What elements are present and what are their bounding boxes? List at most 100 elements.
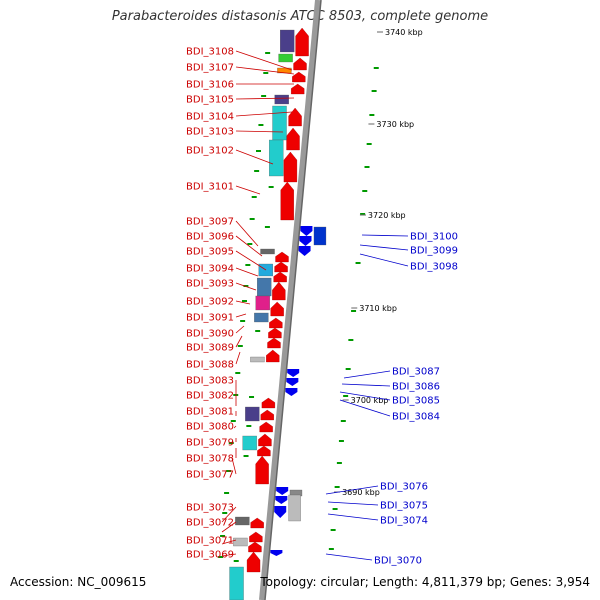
gene-label-left: BDI_3096 [186,232,234,243]
gene-feature-box [255,295,270,311]
reverse-gene-arrow [287,369,300,377]
track-dash [226,470,232,472]
track-dash [330,529,336,531]
accession-text: Accession: NC_009615 [10,575,147,589]
reverse-gene-arrow [274,506,287,518]
gene-feature-box [242,435,257,451]
gene-feature-box [278,53,293,63]
track-dash [233,560,239,562]
track-dash [366,143,372,145]
gene-label-right: BDI_3076 [380,482,428,493]
gene-feature-box [245,406,260,422]
leader-line [235,130,284,133]
track-dash [222,512,228,514]
forward-gene-arrow [286,127,300,151]
reverse-gene-arrow [299,236,312,246]
map-title: Parabacteroides distasonis ATCC 8503, co… [111,9,489,24]
gene-feature-box [280,29,295,53]
reverse-gene-arrow [300,226,313,236]
gene-label-left: BDI_3073 [186,503,234,514]
forward-gene-arrow [246,551,261,573]
track-dash [228,442,234,444]
gene-label-right: BDI_3074 [380,516,428,527]
forward-gene-arrow [269,317,283,329]
leader-line [359,253,409,267]
gene-label-left: BDI_3080 [186,422,234,433]
track-dash [237,345,243,347]
leader-line [327,513,379,521]
track-dash [255,330,261,332]
forward-gene-arrow [291,83,305,95]
forward-gene-arrow [272,281,286,301]
track-dash [336,462,342,464]
forward-gene-arrow [248,541,262,553]
track-dash [218,556,224,558]
gene-label-left: BDI_3083 [186,376,234,387]
gene-label-left: BDI_3101 [186,182,234,193]
track-dash [243,285,249,287]
track-dash [245,264,251,266]
leader-line [339,399,391,417]
leader-line [339,391,391,401]
leader-line [231,457,237,475]
track-dash [249,396,255,398]
gene-label-left: BDI_3082 [186,391,234,402]
leader-line [235,185,261,195]
leader-line [325,485,379,495]
gene-label-right: BDI_3086 [392,382,440,393]
leader-line [235,282,257,291]
track-dash [243,455,249,457]
track-dash [264,226,270,228]
track-dash [251,196,257,198]
reverse-gene-arrow [298,246,311,256]
gene-label-left: BDI_3079 [186,438,234,449]
gene-feature-box [233,537,248,547]
gene-label-left: BDI_3078 [186,454,234,465]
leader-line [235,250,267,271]
gene-label-left: BDI_3102 [186,146,234,157]
gene-label-right: BDI_3100 [410,232,458,243]
leader-line [235,351,241,365]
gene-label-left: BDI_3103 [186,127,234,138]
forward-gene-arrow [267,337,281,349]
ruler-tick-label: 3730 kbp [376,120,414,129]
reverse-gene-arrow [275,496,288,504]
ruler-tick-label: 3720 kbp [368,211,406,220]
track-dash [256,150,261,152]
gene-label-right: BDI_3084 [392,412,440,423]
gene-label-left: BDI_3108 [186,47,234,58]
gene-feature-box [288,494,301,522]
gene-label-left: BDI_3094 [186,264,234,275]
gene-label-left: BDI_3069 [186,550,234,561]
track-dash [246,425,252,427]
leader-line [221,521,237,533]
track-dash [268,186,274,188]
track-dash [355,262,361,264]
gene-feature-box [272,105,287,141]
track-dash [328,548,334,550]
gene-features [229,27,327,600]
gene-label-left: BDI_3092 [186,297,234,308]
leader-line [343,370,391,379]
leader-line [235,220,259,247]
gene-label-left: BDI_3095 [186,247,234,258]
gene-label-left: BDI_3090 [186,329,234,340]
track-dash [369,114,375,116]
genome-backbone [259,0,321,600]
ruler-tick-label: 3740 kbp [385,28,423,37]
track-dash [235,372,241,374]
gene-label-left: BDI_3077 [186,470,234,481]
gene-feature-box [250,356,265,363]
forward-gene-arrow [255,455,269,485]
forward-gene-arrow [268,327,282,339]
gene-feature-box [254,312,269,323]
gene-label-left: BDI_3106 [186,80,234,91]
reverse-gene-arrow [270,550,283,556]
ruler-tick-label: 3700 kbp [351,396,389,405]
reverse-gene-arrow [285,388,298,396]
track-dash [371,90,377,92]
leader-line [235,313,247,318]
gene-label-right: BDI_3098 [410,262,458,273]
forward-gene-arrow [259,421,273,433]
gene-label-left: BDI_3089 [186,343,234,354]
